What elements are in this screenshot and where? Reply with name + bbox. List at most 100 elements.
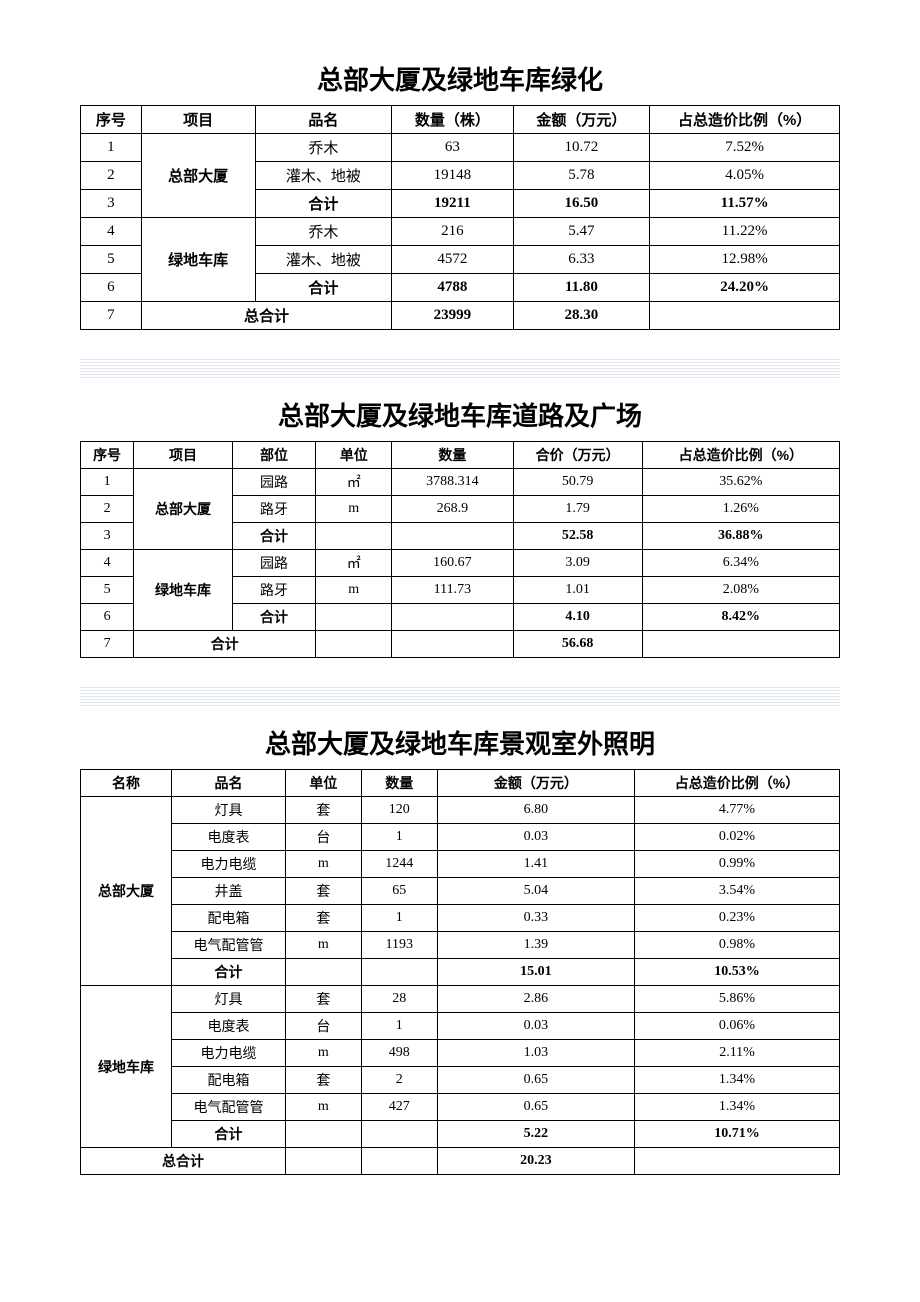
cell: 1.34% — [635, 1094, 840, 1121]
cell: 1193 — [361, 932, 437, 959]
cell: 10.72 — [513, 134, 650, 162]
col-header: 合价（万元） — [513, 442, 642, 469]
cell: 160.67 — [392, 550, 513, 577]
cell: m — [316, 577, 392, 604]
cell: 绿地车库 — [134, 550, 233, 631]
cell: ㎡ — [316, 550, 392, 577]
cell: m — [285, 851, 361, 878]
cell: m — [285, 1094, 361, 1121]
cell: 1 — [361, 824, 437, 851]
cell: 5.22 — [437, 1121, 634, 1148]
cell: 电气配管管 — [172, 1094, 286, 1121]
table-row: 井盖套655.043.54% — [81, 878, 840, 905]
cell: 路牙 — [232, 577, 315, 604]
cell: 园路 — [232, 550, 315, 577]
cell: 灌木、地被 — [255, 246, 392, 274]
cell — [316, 604, 392, 631]
cell: 6.80 — [437, 797, 634, 824]
cell: 268.9 — [392, 496, 513, 523]
cell: 0.65 — [437, 1067, 634, 1094]
cell: 绿地车库 — [141, 218, 255, 302]
cell: 4572 — [392, 246, 513, 274]
col-header: 数量（株） — [392, 106, 513, 134]
col-header: 部位 — [232, 442, 315, 469]
cell: 15.01 — [437, 959, 634, 986]
cell: 3.09 — [513, 550, 642, 577]
table-row: 电气配管管m4270.651.34% — [81, 1094, 840, 1121]
lighting-table: 名称品名单位数量金额（万元）占总造价比例（%） 总部大厦灯具套1206.804.… — [80, 769, 840, 1175]
cell: 总部大厦 — [81, 797, 172, 986]
lighting-title: 总部大厦及绿地车库景观室外照明 — [80, 724, 840, 761]
cell: 65 — [361, 878, 437, 905]
table-row: 合计5.2210.71% — [81, 1121, 840, 1148]
lighting-section: 总部大厦及绿地车库景观室外照明 名称品名单位数量金额（万元）占总造价比例（%） … — [80, 724, 840, 1175]
cell: 5.78 — [513, 162, 650, 190]
cell: 配电箱 — [172, 1067, 286, 1094]
greening-table: 序号项目品名数量（株）金额（万元）占总造价比例（%） 1总部大厦乔木6310.7… — [80, 105, 840, 330]
col-header: 品名 — [172, 770, 286, 797]
cell: 0.23% — [635, 905, 840, 932]
table-row: 电气配管管m11931.390.98% — [81, 932, 840, 959]
cell: 套 — [285, 986, 361, 1013]
cell — [642, 631, 839, 658]
cell: 16.50 — [513, 190, 650, 218]
table-row: 电力电缆m12441.410.99% — [81, 851, 840, 878]
table-header-row: 序号项目品名数量（株）金额（万元）占总造价比例（%） — [81, 106, 840, 134]
cell: 12.98% — [650, 246, 840, 274]
col-header: 占总造价比例（%） — [635, 770, 840, 797]
col-header: 序号 — [81, 442, 134, 469]
cell: 11.57% — [650, 190, 840, 218]
cell: 路牙 — [232, 496, 315, 523]
cell: 6 — [81, 274, 142, 302]
col-header: 单位 — [285, 770, 361, 797]
cell: 120 — [361, 797, 437, 824]
cell: 5.04 — [437, 878, 634, 905]
cell: 4788 — [392, 274, 513, 302]
cell: 灯具 — [172, 797, 286, 824]
cell: 合计 — [232, 523, 315, 550]
cell: ㎡ — [316, 469, 392, 496]
cell: 总部大厦 — [134, 469, 233, 550]
cell: 7 — [81, 631, 134, 658]
cell: 2.11% — [635, 1040, 840, 1067]
cell: 4 — [81, 550, 134, 577]
col-header: 项目 — [134, 442, 233, 469]
col-header: 名称 — [81, 770, 172, 797]
cell: 4.05% — [650, 162, 840, 190]
cell: 1.34% — [635, 1067, 840, 1094]
cell: 合计 — [255, 190, 392, 218]
cell: 1.41 — [437, 851, 634, 878]
cell: 套 — [285, 878, 361, 905]
cell: 7.52% — [650, 134, 840, 162]
table-row: 电度表台10.030.02% — [81, 824, 840, 851]
cell: 3788.314 — [392, 469, 513, 496]
table-row: 合计 15.0110.53% — [81, 959, 840, 986]
cell: 1 — [361, 905, 437, 932]
cell — [392, 523, 513, 550]
cell: 合计 — [172, 959, 286, 986]
table-header-row: 名称品名单位数量金额（万元）占总造价比例（%） — [81, 770, 840, 797]
cell: 1.39 — [437, 932, 634, 959]
cell — [392, 604, 513, 631]
cell: 5.47 — [513, 218, 650, 246]
cell — [361, 1121, 437, 1148]
cell: 1 — [361, 1013, 437, 1040]
cell: 7 — [81, 302, 142, 330]
cell: 6.34% — [642, 550, 839, 577]
col-header: 金额（万元） — [513, 106, 650, 134]
cell: m — [285, 932, 361, 959]
cell: 56.68 — [513, 631, 642, 658]
cell — [316, 523, 392, 550]
cell: 套 — [285, 905, 361, 932]
cell: 0.03 — [437, 1013, 634, 1040]
table-row: 7总合计2399928.30 — [81, 302, 840, 330]
cell: 0.99% — [635, 851, 840, 878]
cell: 3 — [81, 190, 142, 218]
roads-table: 序号项目部位单位数量合价（万元）占总造价比例（%） 1总部大厦园路㎡3788.3… — [80, 441, 840, 658]
col-header: 数量 — [392, 442, 513, 469]
cell: 36.88% — [642, 523, 839, 550]
cell — [361, 959, 437, 986]
cell: 10.53% — [635, 959, 840, 986]
cell: 28 — [361, 986, 437, 1013]
cell: 50.79 — [513, 469, 642, 496]
